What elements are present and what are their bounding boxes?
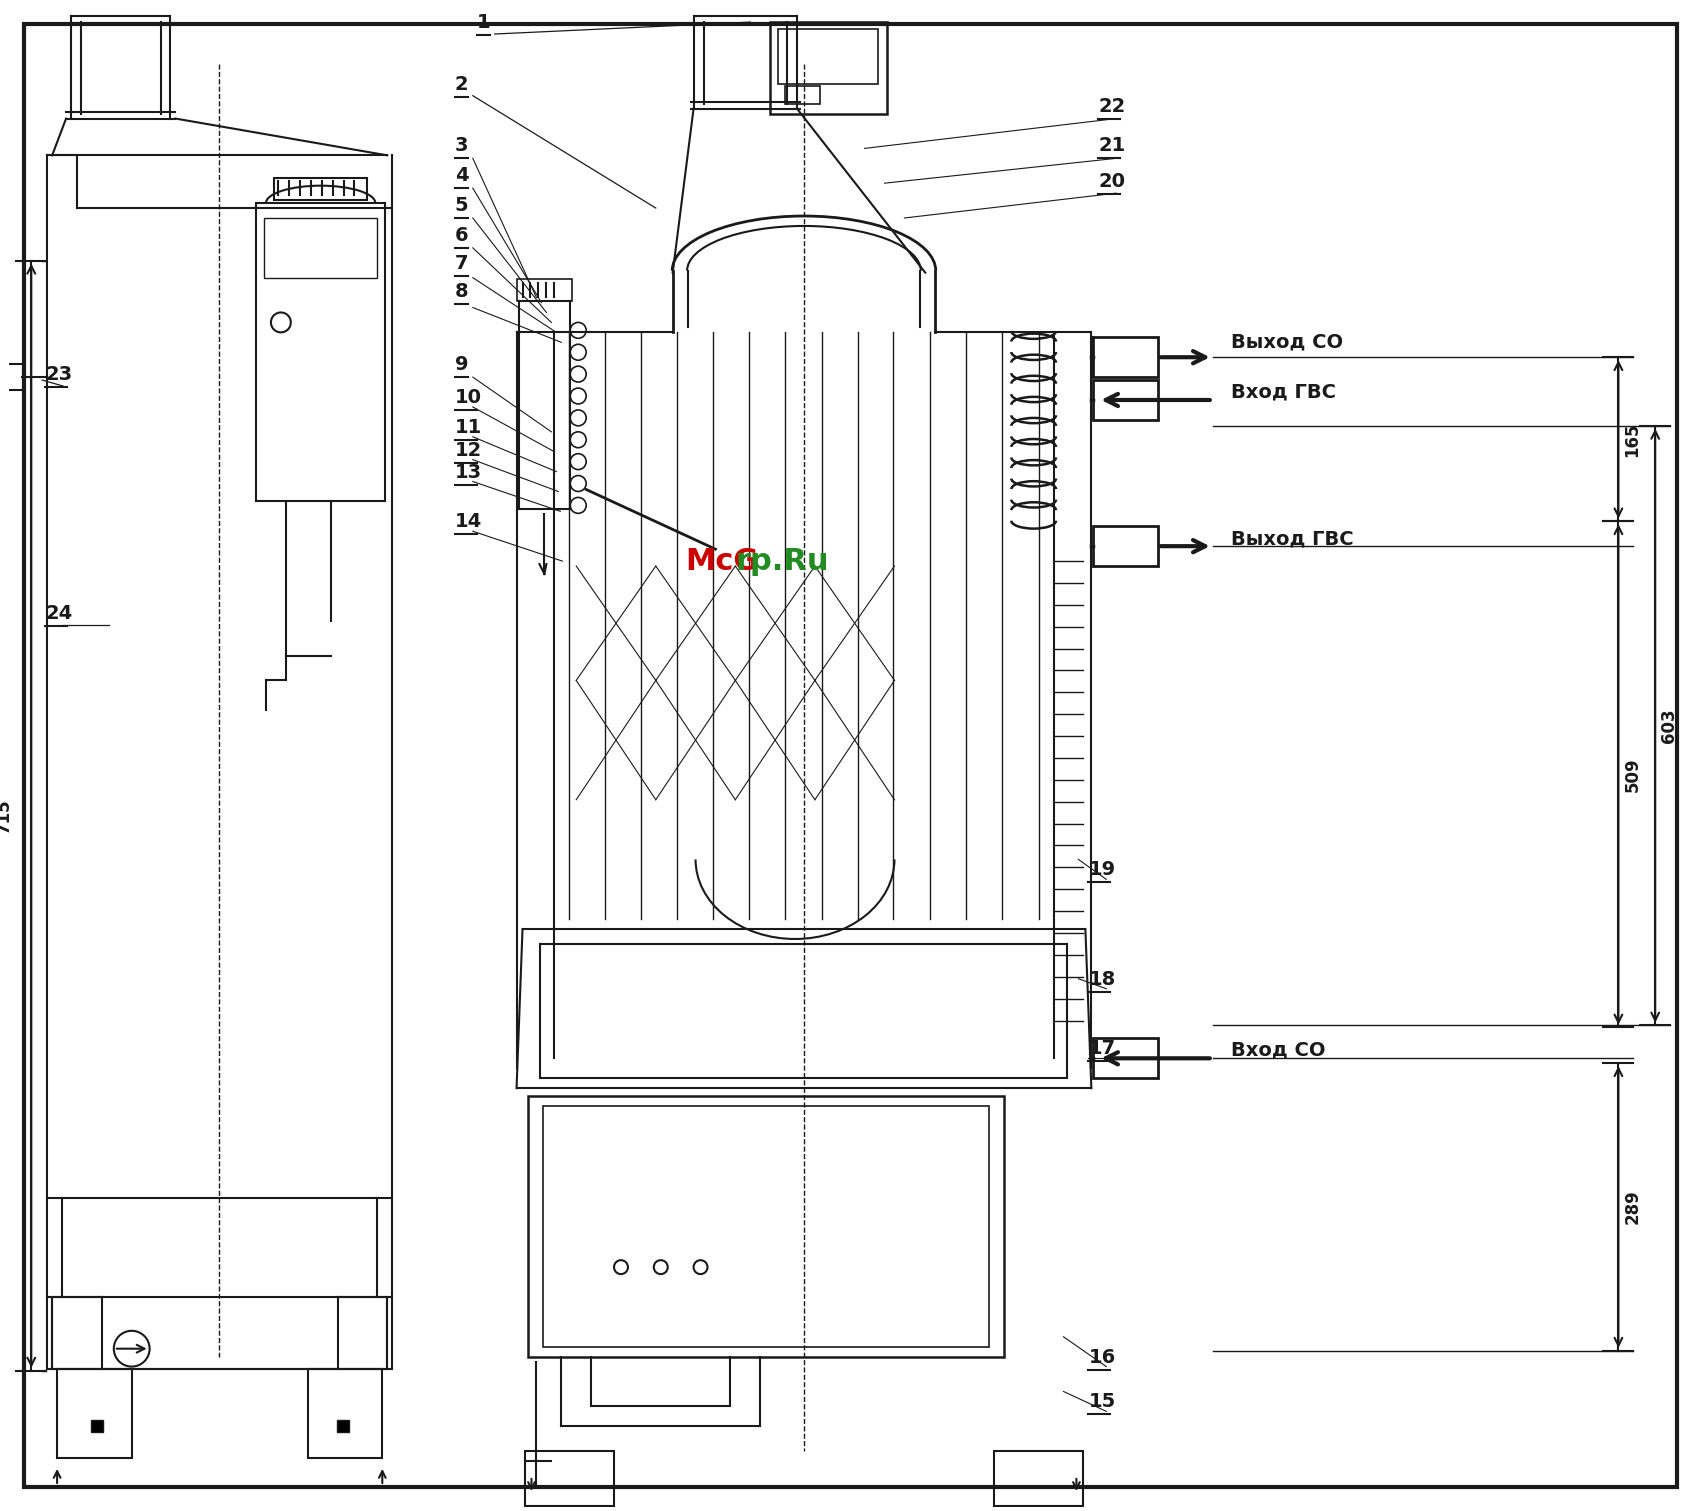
- Bar: [274, 178, 367, 199]
- Text: Выход ГВС: Выход ГВС: [1230, 530, 1354, 548]
- Text: 12: 12: [455, 441, 482, 459]
- Bar: [0, 364, 24, 390]
- Text: Выход СО: Выход СО: [1230, 332, 1343, 352]
- Bar: [785, 86, 821, 104]
- Text: 1: 1: [477, 14, 491, 32]
- Text: 5: 5: [455, 196, 469, 215]
- Bar: [1093, 1038, 1157, 1079]
- Text: 19: 19: [1088, 860, 1115, 879]
- Text: 13: 13: [455, 462, 482, 482]
- Bar: [1093, 526, 1157, 567]
- Text: rp.Ru: rp.Ru: [736, 547, 829, 576]
- Text: McG: McG: [685, 547, 760, 576]
- Text: 15: 15: [1088, 1392, 1115, 1411]
- Text: Вход СО: Вход СО: [1230, 1041, 1325, 1059]
- Text: 14: 14: [455, 512, 482, 532]
- Text: 6: 6: [455, 225, 469, 245]
- Text: 22: 22: [1098, 97, 1125, 115]
- Bar: [770, 23, 888, 113]
- Bar: [52, 1296, 387, 1369]
- Text: 509: 509: [1623, 757, 1641, 792]
- Text: 165: 165: [1623, 422, 1641, 456]
- Text: 8: 8: [455, 281, 469, 301]
- Text: 10: 10: [455, 388, 482, 406]
- Text: 3: 3: [455, 136, 469, 156]
- Text: 289: 289: [1623, 1189, 1641, 1224]
- Text: 18: 18: [1088, 970, 1115, 988]
- Text: 24: 24: [46, 604, 73, 623]
- Text: 21: 21: [1098, 136, 1125, 156]
- Text: 715: 715: [0, 798, 12, 833]
- Text: 20: 20: [1098, 172, 1125, 192]
- Bar: [264, 218, 377, 278]
- Bar: [993, 1451, 1083, 1506]
- Bar: [528, 1095, 1003, 1357]
- Text: 11: 11: [455, 417, 482, 437]
- Text: 7: 7: [455, 254, 469, 272]
- Bar: [525, 1451, 614, 1506]
- Bar: [308, 1369, 382, 1458]
- Text: 4: 4: [455, 166, 469, 186]
- Bar: [543, 1106, 988, 1346]
- Text: 2: 2: [455, 74, 469, 94]
- Text: 23: 23: [46, 366, 73, 384]
- Bar: [58, 1369, 132, 1458]
- Bar: [516, 278, 572, 301]
- Text: 16: 16: [1088, 1348, 1115, 1366]
- Bar: [778, 29, 878, 83]
- Bar: [1093, 381, 1157, 420]
- Text: 603: 603: [1660, 709, 1678, 743]
- Text: 9: 9: [455, 355, 469, 375]
- Text: 17: 17: [1088, 1040, 1115, 1058]
- Bar: [1093, 337, 1157, 378]
- Text: Вход ГВС: Вход ГВС: [1230, 382, 1335, 402]
